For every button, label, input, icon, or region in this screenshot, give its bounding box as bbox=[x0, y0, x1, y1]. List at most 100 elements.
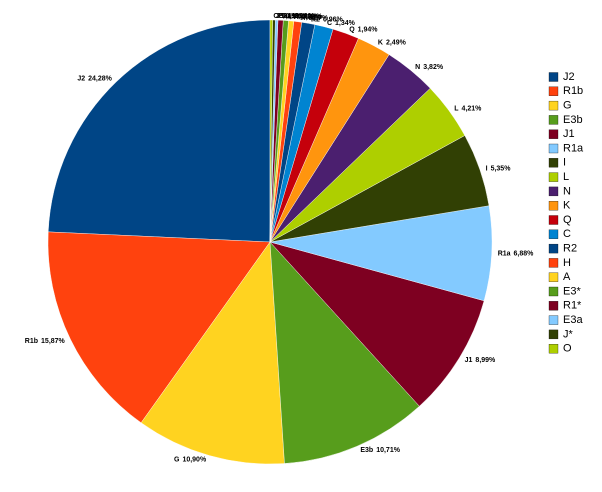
slice-label: E3a 0,19% bbox=[279, 13, 315, 20]
legend-label: J* bbox=[563, 328, 574, 340]
legend-label: R2 bbox=[563, 243, 577, 255]
legend-label: H bbox=[563, 257, 571, 269]
slice-label-value: 1,94% bbox=[358, 26, 379, 33]
legend-label: A bbox=[563, 271, 571, 283]
slice-label-value: 8,99% bbox=[475, 357, 496, 364]
slice-label: L 4,21% bbox=[454, 105, 482, 112]
legend-swatch bbox=[548, 129, 559, 139]
pie-slice bbox=[269, 241, 485, 407]
slice-label-value: 24,28% bbox=[88, 75, 113, 82]
slice-label-name: J2 bbox=[77, 75, 85, 82]
legend-label: L bbox=[563, 171, 569, 183]
slice-label: I 5,35% bbox=[486, 165, 512, 172]
legend-label: R1b bbox=[563, 85, 583, 97]
legend-swatch bbox=[548, 158, 559, 168]
slice-label-name: E3a bbox=[279, 13, 292, 20]
slice-label-value: 4,21% bbox=[462, 105, 483, 112]
pie-slice bbox=[269, 241, 420, 464]
pie-slice bbox=[48, 19, 271, 243]
slice-label-name: Q bbox=[349, 26, 355, 33]
slice-label: R2 0,96% bbox=[311, 16, 344, 23]
legend-label: Q bbox=[563, 214, 572, 226]
legend-label: C bbox=[563, 228, 571, 240]
legend-swatch bbox=[548, 215, 559, 225]
legend-swatch bbox=[548, 344, 559, 354]
slice-label: N 3,82% bbox=[415, 64, 444, 71]
pie-slice bbox=[140, 241, 285, 465]
legend-label: I bbox=[563, 157, 566, 169]
legend-swatch bbox=[548, 100, 559, 111]
legend-swatch bbox=[548, 86, 559, 96]
slice-label-name: C bbox=[327, 20, 332, 27]
legend-swatch bbox=[548, 115, 559, 125]
slice-label: J* 0,19% bbox=[276, 13, 306, 20]
slice-label-name: N bbox=[415, 64, 420, 71]
slice-label: J2 24,28% bbox=[77, 75, 112, 82]
legend-swatch bbox=[548, 258, 559, 268]
slice-label: K 2,49% bbox=[378, 39, 407, 46]
legend-swatch bbox=[548, 301, 559, 311]
slice-label-name: L bbox=[454, 105, 459, 112]
slice-label-value: 0,38% bbox=[302, 14, 323, 21]
slice-label-name: K bbox=[378, 39, 383, 46]
slice-label: R1b 15,87% bbox=[25, 338, 66, 345]
legend-swatch bbox=[548, 243, 559, 254]
slice-label-value: 10,90% bbox=[182, 456, 207, 463]
slice-label-name: J1 bbox=[465, 357, 473, 364]
slice-label-value: 1,34% bbox=[335, 20, 356, 27]
legend-label: E3b bbox=[563, 114, 583, 126]
slice-label: R1* 0,38% bbox=[283, 13, 318, 20]
slice-label: Q 1,94% bbox=[349, 26, 378, 33]
slice-label-name: R1a bbox=[498, 251, 511, 258]
slice-label-name: E3* bbox=[288, 13, 300, 20]
slice-label-name: O bbox=[273, 13, 279, 20]
slice-label-name: R2 bbox=[311, 16, 320, 23]
slice-label-name: J* bbox=[276, 13, 283, 20]
slice-label-value: 6,88% bbox=[514, 251, 535, 258]
pie-slice bbox=[269, 19, 273, 243]
legend-swatch bbox=[548, 201, 559, 211]
legend-swatch bbox=[548, 229, 559, 239]
slice-label-value: 10,71% bbox=[376, 447, 401, 454]
legend-label: E3* bbox=[563, 285, 581, 297]
slice-label-value: 15,87% bbox=[41, 338, 66, 345]
slice-label-value: 0,57% bbox=[308, 15, 329, 22]
slice-label-name: I bbox=[486, 165, 488, 172]
legend-swatch bbox=[548, 315, 559, 325]
slice-label-name: E3b bbox=[360, 447, 373, 454]
slice-label: E3* 0,38% bbox=[288, 13, 323, 20]
slice-label-value: 0,19% bbox=[294, 13, 315, 20]
slice-label-value: 0,38% bbox=[297, 13, 318, 20]
slice-label-name: H bbox=[300, 15, 305, 22]
legend-swatch bbox=[548, 329, 559, 340]
legend-swatch bbox=[548, 172, 559, 182]
legend-label: J2 bbox=[563, 71, 575, 83]
slice-label-value: 0,96% bbox=[323, 16, 344, 23]
slice-label-value: 3,82% bbox=[423, 64, 444, 71]
legend-swatch bbox=[548, 143, 559, 154]
slice-label: A 0,38% bbox=[294, 14, 323, 21]
legend-swatch bbox=[548, 186, 559, 197]
legend-label: J1 bbox=[563, 128, 575, 140]
legend-label: G bbox=[563, 100, 572, 112]
slice-label-value: 0,19% bbox=[286, 13, 307, 20]
slice-label-value: 0,19% bbox=[282, 13, 303, 20]
legend-swatch bbox=[548, 72, 559, 82]
slice-label: C 1,34% bbox=[327, 20, 356, 27]
pie-slice bbox=[47, 231, 271, 424]
slice-label: E3b 10,71% bbox=[360, 447, 400, 454]
legend-label: E3a bbox=[563, 314, 583, 326]
slice-label: J1 8,99% bbox=[465, 357, 496, 364]
slice-label-name: G bbox=[174, 456, 180, 463]
slice-label: G 10,90% bbox=[174, 456, 207, 463]
slice-label: R1a 6,88% bbox=[498, 251, 534, 258]
slice-label-name: A bbox=[294, 14, 299, 21]
legend-label: K bbox=[563, 200, 571, 212]
slice-label-value: 2,49% bbox=[386, 39, 407, 46]
legend-swatch bbox=[548, 286, 559, 297]
slice-label-name: R1b bbox=[25, 338, 38, 345]
legend-label: N bbox=[563, 185, 571, 197]
slice-label: O 0,19% bbox=[273, 13, 302, 20]
